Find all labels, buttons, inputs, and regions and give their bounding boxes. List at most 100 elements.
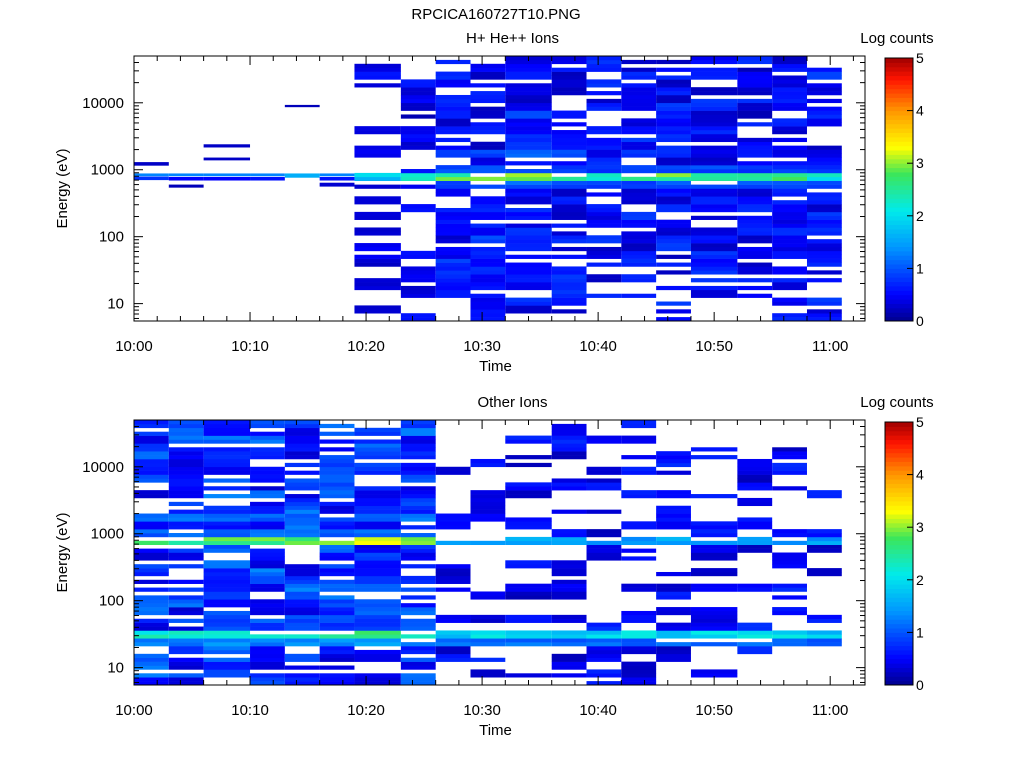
data-cell	[690, 184, 738, 189]
data-cell	[435, 165, 471, 170]
data-cell	[737, 215, 773, 220]
data-cell	[470, 184, 506, 189]
data-cell	[435, 521, 471, 526]
data-cell	[319, 439, 355, 444]
data-cell	[168, 552, 204, 557]
data-cell	[354, 575, 401, 581]
data-cell	[400, 681, 436, 686]
data-cell	[656, 317, 691, 322]
data-cell	[621, 153, 657, 158]
data-cell	[400, 536, 436, 542]
colorbar-step	[885, 93, 913, 98]
data-cell	[168, 634, 204, 639]
data-cell	[470, 126, 506, 131]
data-cell	[354, 184, 401, 189]
data-cell	[806, 204, 842, 209]
data-cell	[806, 223, 842, 228]
data-cell	[505, 540, 552, 546]
data-cell	[250, 673, 285, 678]
data-cell	[284, 423, 320, 429]
data-cell	[772, 219, 807, 224]
data-cell	[586, 98, 622, 104]
data-cell	[435, 223, 471, 228]
data-cell	[621, 490, 657, 495]
data-cell	[505, 642, 552, 647]
data-cell	[354, 145, 401, 150]
data-cell	[470, 141, 506, 146]
data-cell	[470, 638, 506, 643]
data-cell	[505, 223, 552, 228]
data-cell	[621, 211, 657, 217]
data-cell	[435, 638, 471, 643]
data-cell	[284, 525, 320, 530]
data-cell	[168, 427, 204, 432]
data-cell	[203, 548, 251, 553]
colorbar-label: Log counts	[860, 394, 933, 411]
data-cell	[203, 669, 251, 674]
data-cell	[551, 638, 587, 643]
colorbar-step	[885, 500, 913, 506]
data-cell	[505, 482, 552, 487]
data-cell	[621, 196, 657, 201]
data-cell	[806, 114, 842, 119]
data-cell	[284, 435, 320, 440]
data-cell	[772, 297, 807, 302]
data-cell	[806, 71, 842, 76]
data-cell	[806, 297, 842, 302]
colorbar-step	[885, 114, 913, 120]
data-cell	[690, 669, 738, 674]
data-cell	[435, 258, 471, 263]
data-cell	[168, 525, 204, 530]
data-cell	[470, 517, 506, 522]
data-cell	[250, 657, 285, 662]
data-cell	[772, 552, 807, 557]
data-cell	[319, 431, 355, 436]
data-cell	[690, 278, 738, 283]
data-cell	[505, 153, 552, 158]
data-cell	[621, 258, 657, 263]
colorbar-step	[885, 443, 913, 449]
data-cell	[470, 266, 506, 271]
data-cell	[354, 75, 401, 80]
data-cell	[621, 200, 657, 205]
data-cell	[470, 223, 506, 228]
data-cell	[806, 153, 842, 158]
data-cell	[470, 274, 506, 279]
data-cell	[690, 634, 738, 639]
data-cell	[400, 579, 436, 584]
data-cell	[551, 130, 587, 135]
data-cell	[690, 239, 738, 244]
colorbar-step	[885, 215, 913, 221]
data-cell	[168, 431, 204, 436]
data-cell	[621, 75, 657, 80]
data-cell	[551, 274, 587, 279]
data-cell	[168, 501, 204, 507]
data-cell	[656, 587, 691, 592]
data-cell	[354, 494, 401, 499]
data-cell	[621, 98, 657, 104]
data-cell	[470, 75, 506, 80]
data-cell	[354, 149, 401, 154]
data-cell	[400, 145, 436, 150]
data-cell	[690, 607, 738, 612]
data-cell	[435, 642, 471, 647]
data-cell	[621, 126, 657, 131]
data-cell	[400, 420, 436, 425]
colorbar-step	[885, 518, 913, 524]
colorbar-step	[885, 259, 913, 265]
data-cell	[656, 133, 691, 139]
data-cell	[621, 634, 657, 639]
data-cell	[586, 211, 622, 217]
x-tick-label: 10:40	[579, 338, 617, 355]
colorbar-step	[885, 180, 913, 186]
data-cell	[551, 67, 587, 72]
data-cell	[551, 83, 587, 88]
data-cell	[737, 196, 773, 201]
data-cell	[134, 622, 169, 627]
data-cell	[656, 239, 691, 244]
data-cell	[284, 497, 320, 503]
data-cell	[134, 564, 169, 569]
data-cell	[551, 75, 587, 80]
data-cell	[806, 278, 842, 283]
data-cell	[168, 517, 204, 522]
